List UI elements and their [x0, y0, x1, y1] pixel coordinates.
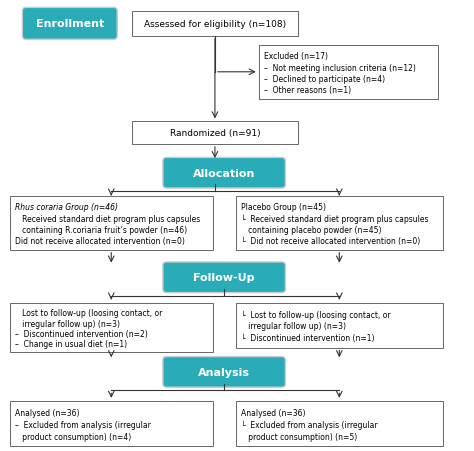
- FancyBboxPatch shape: [22, 8, 117, 40]
- Text: Did not receive allocated intervention (n=0): Did not receive allocated intervention (…: [16, 236, 185, 245]
- Text: Enrollment: Enrollment: [36, 19, 104, 29]
- FancyBboxPatch shape: [259, 46, 438, 100]
- Text: –  Discontinued intervention (n=2): – Discontinued intervention (n=2): [16, 329, 148, 338]
- FancyBboxPatch shape: [163, 357, 285, 387]
- Text: └  Discontinued intervention (n=1): └ Discontinued intervention (n=1): [241, 334, 374, 343]
- Text: └  Received standard diet program plus capsules: └ Received standard diet program plus ca…: [241, 214, 428, 223]
- Text: Analysed (n=36): Analysed (n=36): [16, 408, 80, 417]
- Text: irregular follow up) (n=3): irregular follow up) (n=3): [16, 319, 120, 328]
- Text: Placebo Group (n=45): Placebo Group (n=45): [241, 203, 326, 212]
- Text: └  Did not receive allocated intervention (n=0): └ Did not receive allocated intervention…: [241, 236, 420, 245]
- Text: └  Lost to follow-up (loosing contact, or: └ Lost to follow-up (loosing contact, or: [241, 309, 391, 319]
- Text: Randomized (n=91): Randomized (n=91): [170, 129, 260, 138]
- Text: Lost to follow-up (loosing contact, or: Lost to follow-up (loosing contact, or: [16, 309, 163, 318]
- Text: Analysed (n=36): Analysed (n=36): [241, 408, 306, 417]
- Text: Assessed for eligibility (n=108): Assessed for eligibility (n=108): [144, 20, 286, 29]
- Text: Follow-Up: Follow-Up: [193, 273, 255, 283]
- Text: └  Excluded from analysis (irregular: └ Excluded from analysis (irregular: [241, 419, 378, 429]
- FancyBboxPatch shape: [236, 196, 443, 250]
- FancyBboxPatch shape: [163, 158, 285, 189]
- FancyBboxPatch shape: [10, 401, 213, 446]
- FancyBboxPatch shape: [236, 303, 443, 348]
- Text: Analysis: Analysis: [198, 367, 250, 377]
- FancyBboxPatch shape: [10, 303, 213, 352]
- Text: –  Change in usual diet (n=1): – Change in usual diet (n=1): [16, 339, 128, 348]
- Text: –  Excluded from analysis (irregular: – Excluded from analysis (irregular: [16, 420, 151, 429]
- Text: Rhus coraria Group (n=46): Rhus coraria Group (n=46): [16, 203, 118, 212]
- Text: containing placebo powder (n=45): containing placebo powder (n=45): [241, 226, 382, 234]
- Text: containing R.coriaria fruit’s powder (n=46): containing R.coriaria fruit’s powder (n=…: [16, 226, 188, 234]
- Text: irregular follow up) (n=3): irregular follow up) (n=3): [241, 322, 346, 331]
- Text: –  Not meeting inclusion criteria (n=12): – Not meeting inclusion criteria (n=12): [264, 64, 416, 73]
- Text: –  Other reasons (n=1): – Other reasons (n=1): [264, 86, 351, 95]
- Text: product consumption) (n=4): product consumption) (n=4): [16, 432, 132, 441]
- Text: Excluded (n=17): Excluded (n=17): [264, 52, 328, 61]
- Text: –  Declined to participate (n=4): – Declined to participate (n=4): [264, 75, 385, 83]
- FancyBboxPatch shape: [236, 401, 443, 446]
- FancyBboxPatch shape: [10, 196, 213, 250]
- FancyBboxPatch shape: [132, 122, 298, 145]
- Text: Received standard diet program plus capsules: Received standard diet program plus caps…: [16, 214, 201, 223]
- FancyBboxPatch shape: [132, 12, 298, 37]
- FancyBboxPatch shape: [163, 262, 285, 293]
- Text: Allocation: Allocation: [193, 168, 255, 178]
- Text: product consumption) (n=5): product consumption) (n=5): [241, 432, 357, 441]
